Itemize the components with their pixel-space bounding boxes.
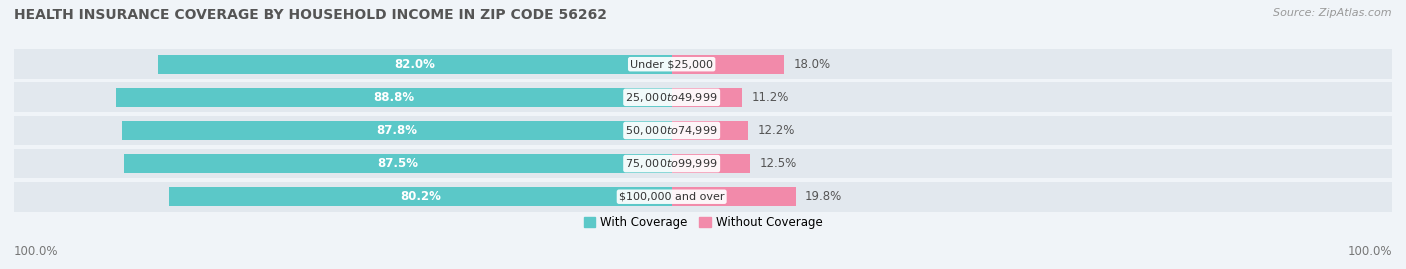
Text: 18.0%: 18.0% bbox=[794, 58, 831, 71]
Bar bbox=[115, 88, 672, 107]
Bar bbox=[14, 82, 1392, 112]
Text: 100.0%: 100.0% bbox=[1347, 245, 1392, 258]
Bar bbox=[14, 182, 1392, 212]
Text: $75,000 to $99,999: $75,000 to $99,999 bbox=[626, 157, 718, 170]
Bar bbox=[14, 149, 1392, 179]
Text: $50,000 to $74,999: $50,000 to $74,999 bbox=[626, 124, 718, 137]
Text: 88.8%: 88.8% bbox=[373, 91, 415, 104]
Bar bbox=[672, 154, 749, 173]
Text: 11.2%: 11.2% bbox=[751, 91, 789, 104]
Text: 100.0%: 100.0% bbox=[14, 245, 59, 258]
Bar bbox=[672, 187, 796, 206]
Text: 87.8%: 87.8% bbox=[377, 124, 418, 137]
Text: $25,000 to $49,999: $25,000 to $49,999 bbox=[626, 91, 718, 104]
Legend: With Coverage, Without Coverage: With Coverage, Without Coverage bbox=[583, 216, 823, 229]
Text: Under $25,000: Under $25,000 bbox=[630, 59, 713, 69]
Text: HEALTH INSURANCE COVERAGE BY HOUSEHOLD INCOME IN ZIP CODE 56262: HEALTH INSURANCE COVERAGE BY HOUSEHOLD I… bbox=[14, 8, 607, 22]
Bar bbox=[169, 187, 672, 206]
Bar bbox=[122, 121, 672, 140]
Bar bbox=[124, 154, 672, 173]
Bar bbox=[14, 116, 1392, 145]
Text: 12.2%: 12.2% bbox=[758, 124, 794, 137]
Bar bbox=[672, 88, 742, 107]
Bar bbox=[672, 121, 748, 140]
Bar bbox=[14, 49, 1392, 79]
Bar bbox=[672, 55, 785, 74]
Text: 19.8%: 19.8% bbox=[806, 190, 842, 203]
Text: 12.5%: 12.5% bbox=[759, 157, 797, 170]
Text: 87.5%: 87.5% bbox=[377, 157, 418, 170]
Text: 82.0%: 82.0% bbox=[395, 58, 436, 71]
Text: $100,000 and over: $100,000 and over bbox=[619, 192, 724, 202]
Text: 80.2%: 80.2% bbox=[401, 190, 441, 203]
Text: Source: ZipAtlas.com: Source: ZipAtlas.com bbox=[1274, 8, 1392, 18]
Bar bbox=[157, 55, 672, 74]
